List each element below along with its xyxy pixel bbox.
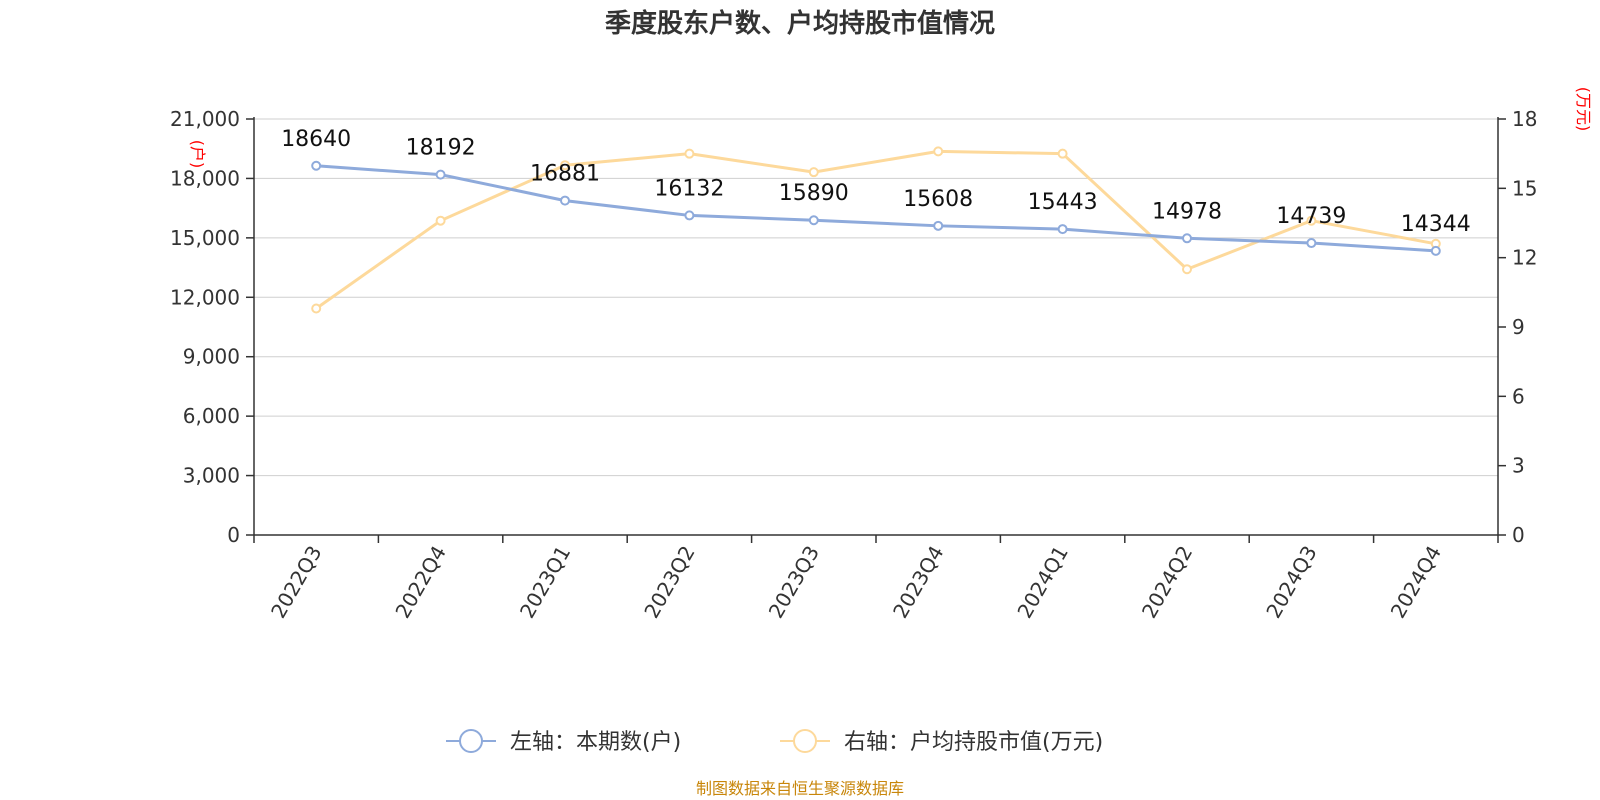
legend-label: 右轴：户均持股市值(万元) [844, 730, 1103, 755]
axes: 0 3,000 6,000 9,000 12,000 15,000 18,000 21,000… [170, 87, 1593, 622]
y-left-tick-label: 9,000 [183, 345, 240, 369]
point-market-value [808, 167, 819, 178]
y-left-tick-label: 3,000 [183, 464, 240, 488]
x-tick-label: 2023Q3 [764, 542, 824, 623]
data-label: 16881 [530, 162, 600, 187]
point-market-value [435, 215, 446, 226]
point-market-value [1306, 215, 1317, 226]
data-label: 15608 [903, 187, 973, 212]
series-line-holders [316, 164, 1436, 253]
y-right-tick-label: 15 [1512, 176, 1537, 200]
source-note: 制图数据来自恒生聚源数据库 [696, 779, 904, 798]
y-right-tick-label: 0 [1512, 523, 1525, 547]
data-label: 14344 [1401, 212, 1471, 237]
y-right-tick-label: 12 [1512, 246, 1537, 270]
legend-label: 左轴：本期数(户) [510, 730, 681, 755]
point-market-value [1182, 264, 1192, 275]
y-left-tick-label: 15,000 [170, 226, 240, 250]
point-market-value [1057, 148, 1068, 159]
series-line-market-value [315, 149, 1437, 310]
legend: 左轴：本期数(户) 右轴：户均持股市值(万元) [446, 729, 1103, 755]
point-holders [1182, 233, 1192, 244]
point-holders [1430, 245, 1441, 256]
y-right-tick-label: 6 [1512, 384, 1525, 408]
legend-marker [459, 729, 483, 753]
y-left-tick-label: 0 [227, 523, 240, 547]
data-label: 18192 [406, 136, 476, 161]
legend-marker [793, 729, 817, 753]
y-left-tick-label: 18,000 [170, 166, 240, 190]
point-holders [933, 220, 944, 231]
point-market-value [560, 160, 570, 171]
y-left-unit: (户) [188, 140, 207, 169]
y-right-tick-label: 18 [1512, 107, 1537, 131]
y-left-tick-label: 21,000 [170, 107, 240, 131]
data-labels: 18640 18192 16881 16132 15890 15608 15443 14978… [281, 127, 1471, 237]
y-left-tick-label: 6,000 [183, 404, 240, 428]
point-market-value [684, 148, 695, 159]
x-tick-label: 2024Q2 [1137, 542, 1197, 623]
data-label: 15890 [779, 181, 849, 206]
x-tick-label: 2024Q1 [1012, 542, 1072, 623]
point-market-value [933, 146, 944, 157]
y-right-tick-label: 3 [1512, 454, 1525, 478]
point-holders [684, 210, 695, 221]
data-label: 15443 [1028, 190, 1098, 215]
point-holders [560, 195, 570, 206]
data-label: 14739 [1276, 204, 1346, 229]
x-tick-label: 2023Q1 [515, 542, 575, 623]
data-label: 18640 [281, 127, 351, 152]
data-label: 16132 [654, 176, 724, 201]
y-right-unit: (万元) [1574, 87, 1593, 132]
point-holders [808, 215, 819, 226]
x-tick-label: 2024Q4 [1386, 542, 1446, 623]
chart-title: 季度股东户数、户均持股市值情况 [605, 8, 995, 39]
data-label: 14978 [1152, 199, 1222, 224]
point-holders [311, 160, 322, 171]
x-tick-label: 2024Q3 [1261, 542, 1321, 623]
point-holders [435, 169, 446, 180]
point-holders [1306, 238, 1317, 249]
series-layer [311, 146, 1441, 314]
x-tick-label: 2022Q3 [266, 542, 326, 623]
y-right-tick-label: 9 [1512, 315, 1525, 339]
x-tick-label: 2023Q2 [639, 542, 699, 623]
point-holders [1057, 224, 1068, 235]
y-left-tick-label: 12,000 [170, 285, 240, 309]
x-tick-label: 2023Q4 [888, 542, 948, 623]
point-market-value [311, 303, 322, 314]
x-tick-label: 2022Q4 [390, 542, 450, 623]
